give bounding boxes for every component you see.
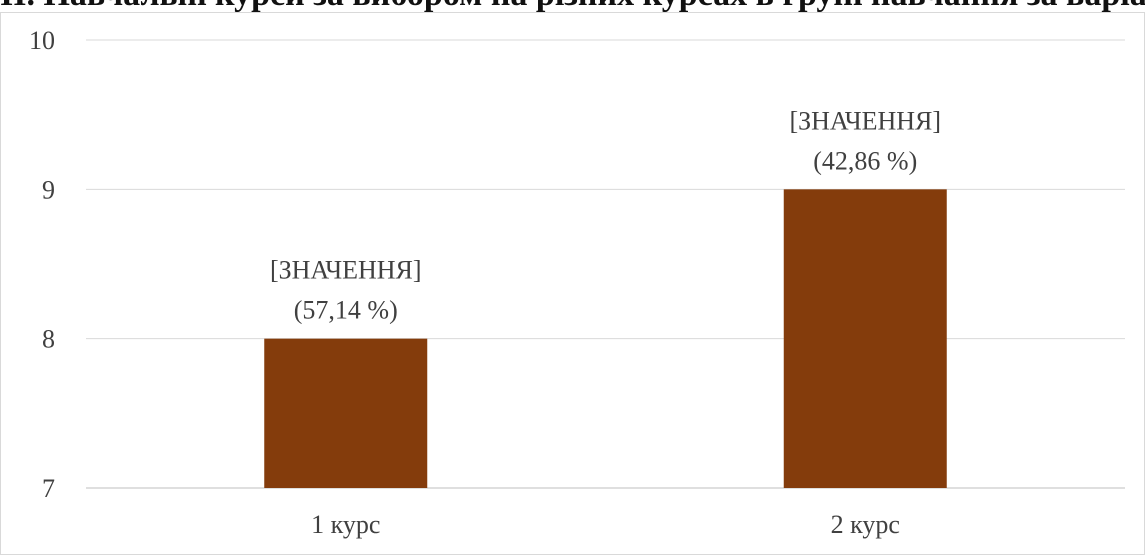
data-label: (42,86 %) (813, 146, 917, 175)
y-tick-label: 8 (42, 325, 55, 354)
y-tick-label: 7 (42, 474, 55, 503)
x-axis-ticks: 1 курс 2 курс (311, 510, 900, 539)
chart-area-border (0, 12, 1145, 555)
bars (264, 189, 947, 489)
gridlines (86, 39, 1125, 489)
bar (783, 189, 947, 489)
data-labels: [ЗНАЧЕННЯ] (57,14 %) [ЗНАЧЕННЯ] (42,86 %) (270, 106, 941, 324)
clipped-header-text: ІІ. Навчальні курси за вибором на різних… (0, 0, 1145, 12)
y-axis-ticks: 7 8 9 10 (29, 26, 55, 503)
data-label: [ЗНАЧЕННЯ] (789, 106, 941, 135)
bar (264, 338, 428, 488)
y-tick-label: 10 (29, 26, 55, 55)
data-label: [ЗНАЧЕННЯ] (270, 256, 422, 285)
data-label: (57,14 %) (294, 296, 398, 325)
x-tick-label: 2 курс (831, 510, 900, 539)
y-tick-label: 9 (42, 175, 55, 204)
clipped-header: ІІ. Навчальні курси за вибором на різних… (0, 0, 1145, 12)
x-tick-label: 1 курс (311, 510, 380, 539)
